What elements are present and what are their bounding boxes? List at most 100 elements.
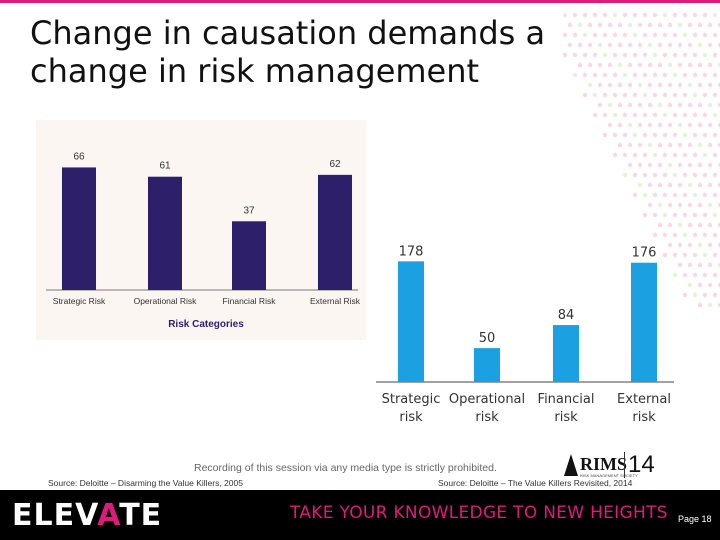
decorative-dot (592, 12, 598, 18)
decorative-dot (637, 102, 643, 108)
chart-2005: 66 Strategic Risk 61 Operational Risk 37 Fina… (36, 120, 366, 340)
decorative-dot (637, 22, 643, 28)
chart2-bar (398, 261, 424, 382)
decorative-dot (562, 12, 568, 18)
decorative-dot (647, 182, 653, 188)
decorative-dot (647, 122, 653, 128)
decorative-dot (682, 12, 688, 18)
decorative-dot (642, 12, 648, 18)
chart1-bar (148, 176, 182, 290)
decorative-dot (672, 192, 678, 198)
decorative-dot (677, 62, 683, 68)
decorative-dot (652, 32, 658, 38)
decorative-dot (717, 42, 720, 48)
chart1-category-label: Operational Risk (134, 296, 198, 306)
decorative-dot (607, 62, 613, 68)
decorative-dot (672, 212, 678, 218)
decorative-dot (677, 262, 683, 268)
decorative-dot (652, 232, 658, 238)
decorative-dot (697, 122, 703, 128)
decorative-dot (622, 112, 628, 118)
decorative-dot (702, 272, 708, 278)
decorative-dot (572, 72, 578, 78)
chart-2014: 178 Strategic risk 50 Operational risk 84 Finan… (376, 226, 676, 456)
decorative-dot (707, 202, 713, 208)
decorative-dot (612, 92, 618, 98)
chart2-bar (474, 348, 500, 382)
decorative-dot (687, 282, 693, 288)
decorative-dot (617, 102, 623, 108)
decorative-dot (647, 142, 653, 148)
decorative-dot (697, 202, 703, 208)
decorative-dot (697, 182, 703, 188)
decorative-dot (707, 62, 713, 68)
decorative-dot (582, 32, 588, 38)
decorative-dot (682, 272, 688, 278)
decorative-dot (622, 32, 628, 38)
decorative-dot (642, 32, 648, 38)
decorative-dot (637, 162, 643, 168)
decorative-dot (587, 82, 593, 88)
decorative-dot (647, 22, 653, 28)
decorative-dot (662, 252, 668, 258)
decorative-dot (592, 72, 598, 78)
decorative-dot (702, 132, 708, 138)
decorative-dot (687, 162, 693, 168)
decorative-dot (662, 32, 668, 38)
decorative-dot (612, 12, 618, 18)
decorative-dot (712, 252, 718, 258)
decorative-dot (572, 52, 578, 58)
decorative-dot (617, 122, 623, 128)
decorative-dot (677, 22, 683, 28)
decorative-dot (717, 62, 720, 68)
decorative-dot (707, 262, 713, 268)
decorative-dot (707, 302, 713, 308)
chart1-value-label: 66 (73, 151, 85, 162)
rims-name: RIMS (580, 454, 628, 474)
decorative-dot (717, 142, 720, 148)
decorative-dot (597, 42, 603, 48)
chart1-value-label: 61 (159, 161, 171, 172)
decorative-dot (642, 192, 648, 198)
decorative-dot (712, 152, 718, 158)
decorative-dot (692, 152, 698, 158)
decorative-dot (622, 172, 628, 178)
decorative-dot (647, 62, 653, 68)
decorative-dot (702, 192, 708, 198)
decorative-dot (687, 62, 693, 68)
decorative-dot (697, 302, 703, 308)
decorative-dot (697, 62, 703, 68)
decorative-dot (692, 12, 698, 18)
slide-title: Change in causation demands a change in … (30, 14, 546, 90)
decorative-dot (707, 142, 713, 148)
decorative-dot (677, 202, 683, 208)
decorative-dot (702, 212, 708, 218)
decorative-dot (697, 242, 703, 248)
decorative-dot (697, 262, 703, 268)
decorative-dot (662, 192, 668, 198)
rims-small-text: RISK MANAGEMENT SOCIETY (580, 473, 638, 478)
decorative-dot (712, 72, 718, 78)
decorative-dot (642, 132, 648, 138)
decorative-dot (717, 222, 720, 228)
decorative-dot (632, 92, 638, 98)
chart-2014-plot: 178 Strategic risk 50 Operational risk 84 Finan… (376, 244, 674, 425)
decorative-dot (622, 12, 628, 18)
decorative-dot (677, 162, 683, 168)
decorative-dot (622, 72, 628, 78)
chart1-category-label: Financial Risk (223, 296, 277, 306)
logo-suffix: TE (119, 498, 163, 533)
decorative-dot (717, 302, 720, 308)
decorative-dot (657, 202, 663, 208)
decorative-dot (592, 92, 598, 98)
decorative-dot (702, 172, 708, 178)
chart1-bar (62, 167, 96, 290)
decorative-dot (682, 72, 688, 78)
decorative-dot (607, 82, 613, 88)
decorative-dot (697, 282, 703, 288)
decorative-dot (632, 52, 638, 58)
decorative-dot (682, 152, 688, 158)
decorative-dot (597, 102, 603, 108)
decorative-dot (712, 272, 718, 278)
chart2-value-label: 50 (479, 331, 496, 346)
